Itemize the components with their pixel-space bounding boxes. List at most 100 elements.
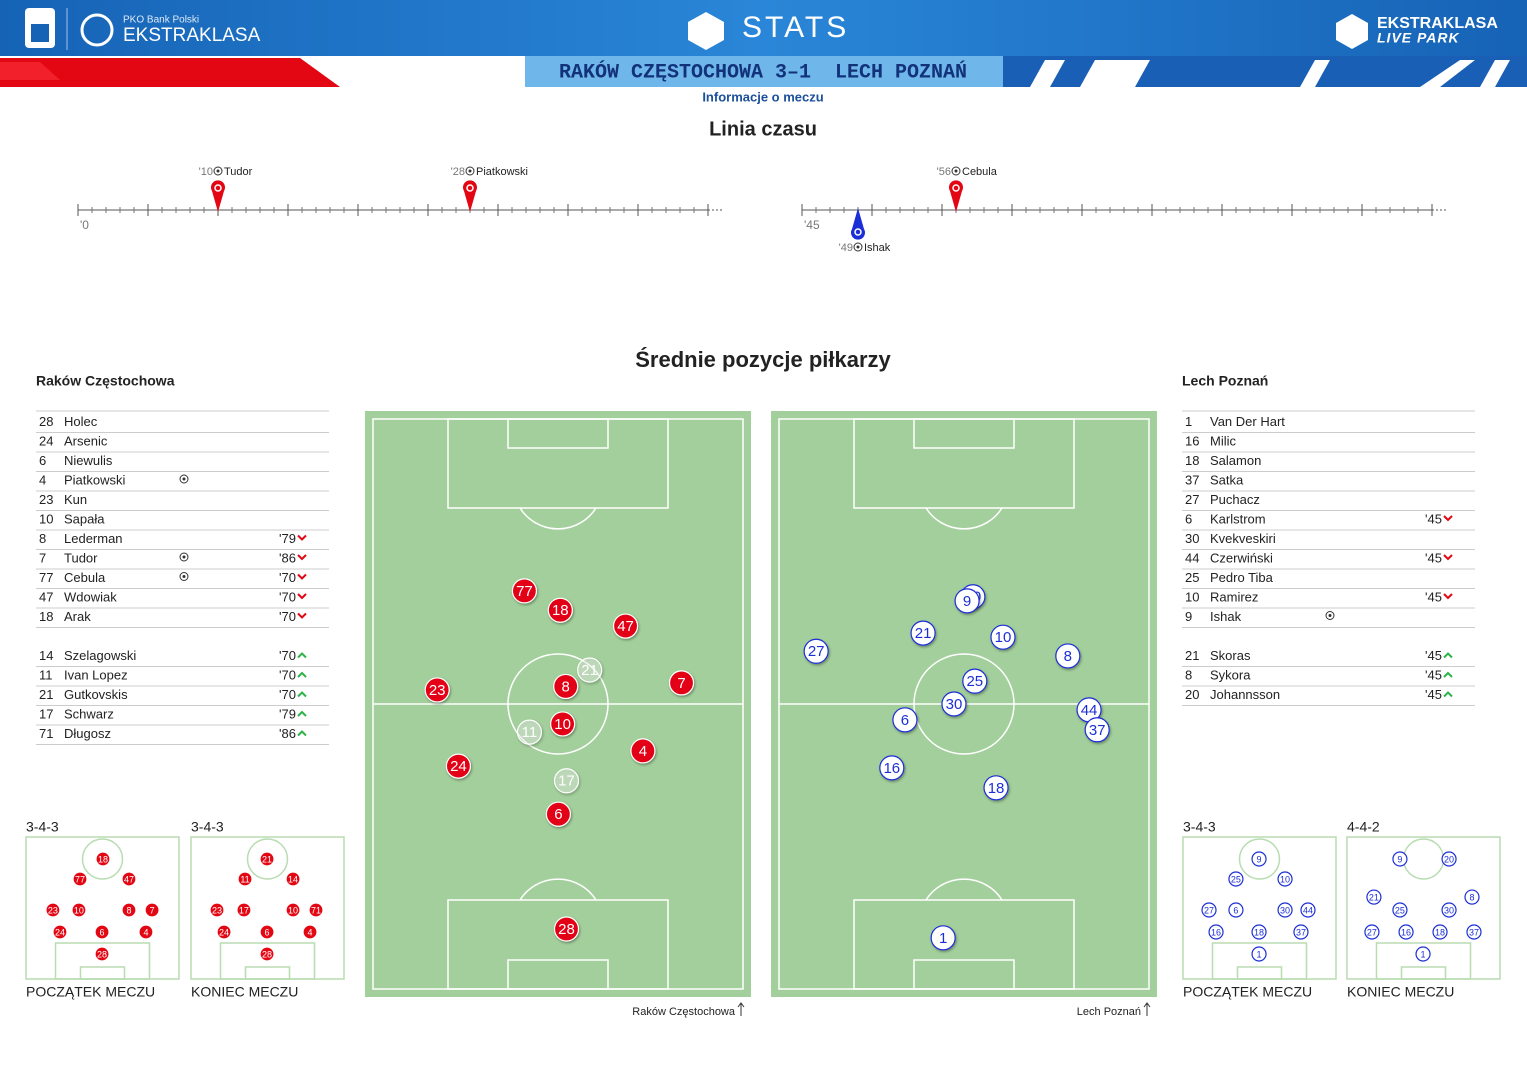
player-position bbox=[216, 924, 232, 940]
pitch-line bbox=[913, 418, 1015, 449]
formation-label: 3-4-3 bbox=[26, 819, 59, 835]
player-position-number: 6 bbox=[100, 927, 105, 937]
player-name: Satka bbox=[1210, 472, 1244, 487]
header-stripe bbox=[0, 62, 60, 80]
substitution-minute: '70 bbox=[279, 609, 296, 624]
goal-icon-dot bbox=[468, 169, 472, 173]
player-position-number: 28 bbox=[97, 949, 107, 959]
player-position bbox=[1366, 889, 1382, 905]
timeline-event-pin-dot bbox=[466, 184, 474, 192]
player-position-number: 9 bbox=[963, 593, 971, 610]
pitch-footer: Raków Częstochowa bbox=[632, 1006, 736, 1018]
brand-sub: LIVE PARK bbox=[1377, 30, 1460, 46]
mini-pitch-lines bbox=[1211, 838, 1308, 980]
pitch-line bbox=[519, 878, 597, 901]
player-name: Gutkovskis bbox=[64, 687, 128, 702]
sub-out-arrow bbox=[1443, 593, 1453, 600]
player-position-number: 7 bbox=[150, 905, 155, 915]
player-position-number: 44 bbox=[1303, 905, 1313, 915]
player-position bbox=[516, 719, 543, 745]
player-position bbox=[1251, 924, 1267, 940]
player-name: Cebula bbox=[64, 570, 106, 585]
player-name: Puchacz bbox=[1210, 492, 1260, 507]
player-position-number: 37 bbox=[1296, 927, 1306, 937]
timeline-event-pin-dot bbox=[854, 228, 862, 236]
direction-arrow-head bbox=[1143, 1002, 1151, 1008]
player-number: 25 bbox=[1185, 570, 1199, 585]
sub-in-arrow bbox=[297, 730, 307, 737]
player-name: Niewulis bbox=[64, 453, 113, 468]
player-position bbox=[95, 851, 111, 867]
player-number: 7 bbox=[39, 550, 46, 565]
player-number: 77 bbox=[39, 570, 53, 585]
player-position-number: 8 bbox=[562, 678, 570, 695]
substitution-minute: '86 bbox=[279, 726, 296, 741]
player-position-number: 25 bbox=[966, 673, 983, 690]
formation-label: 4-4-2 bbox=[1347, 819, 1380, 835]
player-name: Ishak bbox=[1210, 609, 1242, 624]
player-position bbox=[1441, 902, 1457, 918]
player-position bbox=[983, 775, 1009, 801]
player-position-number: 18 bbox=[1435, 927, 1445, 937]
timeline-half-label: '0 bbox=[80, 218, 89, 232]
player-position-number: 24 bbox=[55, 927, 65, 937]
player-position bbox=[630, 738, 656, 764]
player-name: Piatkowski bbox=[64, 472, 126, 487]
player-position-number: 21 bbox=[915, 625, 932, 642]
player-number: 17 bbox=[39, 706, 53, 721]
player-position-number: 23 bbox=[429, 682, 446, 699]
mini-pitch-line bbox=[81, 838, 124, 880]
pitch-footer: Lech Poznań bbox=[1077, 1006, 1141, 1018]
mini-pitch-line bbox=[1400, 966, 1447, 980]
header-red-band bbox=[0, 58, 340, 87]
player-position-number: 8 bbox=[126, 905, 131, 915]
bank-logo bbox=[25, 8, 55, 48]
timeline-event-minute: '56 bbox=[937, 166, 951, 178]
timeline-event-player: Cebula bbox=[962, 166, 998, 178]
timeline-event-player: Tudor bbox=[224, 166, 253, 178]
player-position-number: 37 bbox=[1469, 927, 1479, 937]
substitution-minute: '45 bbox=[1425, 687, 1442, 702]
player-number: 4 bbox=[39, 472, 46, 487]
player-position bbox=[941, 691, 967, 717]
player-number: 71 bbox=[39, 726, 53, 741]
player-position bbox=[1364, 924, 1380, 940]
player-number: 21 bbox=[1185, 648, 1199, 663]
player-name: Wdowiak bbox=[64, 589, 117, 604]
team-name: Raków Częstochowa bbox=[36, 373, 175, 389]
player-position bbox=[612, 613, 639, 639]
player-position bbox=[1392, 851, 1408, 867]
pitch-line bbox=[507, 959, 609, 990]
player-position bbox=[1228, 902, 1244, 918]
player-number: 44 bbox=[1185, 550, 1199, 565]
pitch-line bbox=[519, 507, 597, 530]
player-position-number: 4 bbox=[143, 927, 148, 937]
player-position bbox=[545, 801, 571, 827]
player-position bbox=[1432, 924, 1448, 940]
goal-icon-dot bbox=[182, 477, 186, 481]
player-position bbox=[1251, 946, 1267, 962]
match-info-link[interactable]: Informacje o meczu bbox=[702, 89, 823, 104]
player-position bbox=[209, 902, 225, 918]
timeline-title: Linia czasu bbox=[709, 118, 817, 140]
player-position-number: 47 bbox=[124, 874, 134, 884]
player-position bbox=[1084, 717, 1110, 743]
player-position-number: 6 bbox=[901, 712, 909, 729]
player-name: Van Der Hart bbox=[1210, 414, 1285, 429]
player-position-number: 77 bbox=[516, 583, 533, 600]
timeline-event-player: Piatkowski bbox=[476, 166, 528, 178]
player-position-number: 16 bbox=[1211, 927, 1221, 937]
player-position bbox=[990, 624, 1016, 650]
stats-title: STATS bbox=[742, 11, 849, 44]
sub-in-arrow bbox=[297, 691, 307, 698]
player-name: Schwarz bbox=[64, 706, 114, 721]
timeline-event-pin-dot bbox=[952, 184, 960, 192]
timeline-event-minute: '10 bbox=[199, 166, 213, 178]
player-name: Pedro Tiba bbox=[1210, 570, 1274, 585]
player-position-number: 27 bbox=[808, 643, 825, 660]
player-position-number: 14 bbox=[288, 874, 298, 884]
player-position bbox=[236, 902, 252, 918]
pitch-line bbox=[925, 878, 1003, 901]
player-position bbox=[94, 946, 110, 962]
player-position-number: 71 bbox=[311, 905, 321, 915]
